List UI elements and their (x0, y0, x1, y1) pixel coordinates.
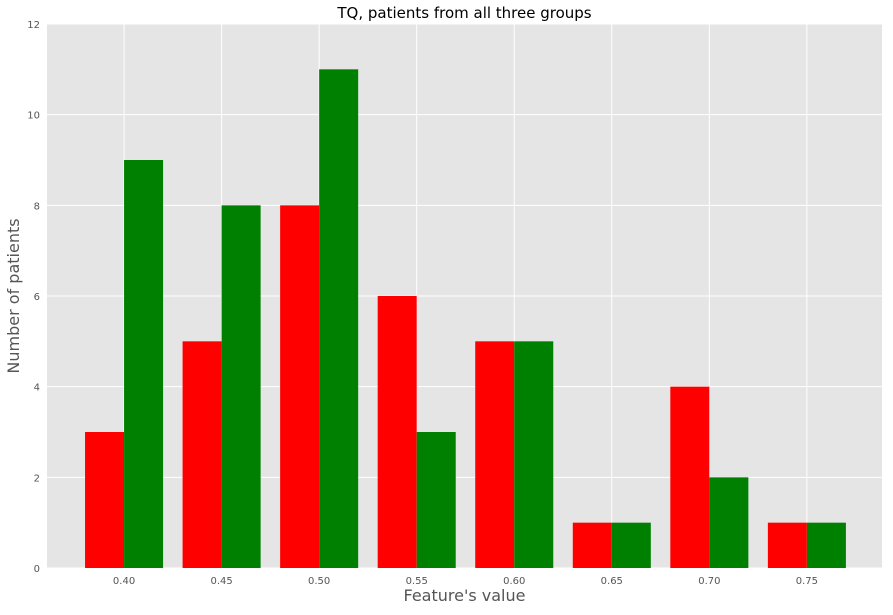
bar-red-0.55 (377, 296, 417, 568)
chart-title: TQ, patients from all three groups (336, 4, 591, 22)
bar-green-0.70 (709, 477, 749, 568)
bar-red-0.50 (280, 205, 320, 569)
y-tick-label: 2 (34, 473, 40, 484)
bar-red-0.65 (572, 522, 612, 568)
y-tick-label: 8 (34, 201, 40, 212)
x-tick-label: 0.65 (601, 576, 623, 587)
bar-red-0.45 (182, 341, 222, 568)
y-tick-label: 6 (34, 292, 40, 303)
x-tick-label: 0.45 (210, 576, 232, 587)
y-tick-label: 4 (34, 383, 40, 394)
y-tick-label: 12 (27, 20, 40, 31)
x-tick-label: 0.50 (308, 576, 330, 587)
y-axis-ticks: 0 2 4 6 8 10 12 (27, 20, 40, 575)
x-tick-label: 0.40 (113, 576, 135, 587)
bar-green-0.45 (221, 205, 261, 569)
x-axis-ticks: 0.40 0.45 0.50 0.55 0.60 0.65 0.70 0.75 (113, 576, 818, 587)
bar-green-0.50 (319, 69, 359, 568)
bar-green-0.40 (124, 160, 164, 568)
y-tick-label: 10 (27, 111, 40, 122)
x-tick-label: 0.60 (503, 576, 525, 587)
bar-green-0.55 (416, 432, 456, 568)
bar-green-0.75 (806, 522, 846, 568)
x-axis-title: Feature's value (404, 586, 526, 605)
y-tick-label: 0 (34, 564, 40, 575)
x-tick-label: 0.70 (698, 576, 720, 587)
bar-red-0.40 (85, 432, 125, 568)
bars (85, 69, 846, 569)
bar-red-0.60 (475, 341, 515, 568)
bar-green-0.60 (514, 341, 554, 568)
x-tick-label: 0.55 (406, 576, 428, 587)
y-axis-title: Number of patients (4, 218, 23, 373)
bar-red-0.75 (767, 522, 807, 568)
x-tick-label: 0.75 (796, 576, 818, 587)
bar-green-0.65 (611, 522, 651, 568)
bar-red-0.70 (670, 386, 710, 568)
